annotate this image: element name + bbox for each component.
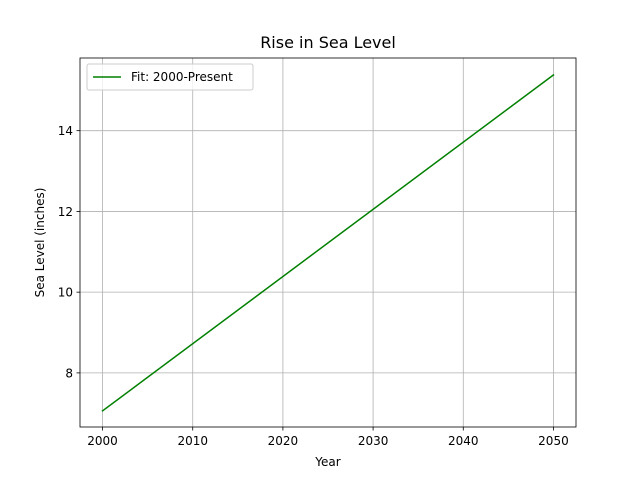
plot-frame bbox=[79, 57, 577, 428]
grid-lines bbox=[80, 58, 576, 427]
x-tick-label: 2050 bbox=[538, 434, 569, 448]
legend: Fit: 2000-Present bbox=[86, 63, 254, 91]
legend-label-fit: Fit: 2000-Present bbox=[131, 70, 233, 84]
x-tick-label: 2010 bbox=[177, 434, 208, 448]
y-tick-label: 8 bbox=[65, 366, 73, 380]
axis-ticks: 2000 2010 2020 2030 2040 2050 8 10 12 14 bbox=[58, 124, 569, 448]
series-layer bbox=[101, 73, 555, 412]
x-tick-label: 2040 bbox=[448, 434, 479, 448]
legend-box bbox=[86, 63, 254, 91]
x-axis-label: Year bbox=[314, 455, 340, 469]
y-tick-label: 14 bbox=[58, 124, 73, 138]
y-axis-label: Sea Level (inches) bbox=[33, 188, 47, 298]
x-tick-label: 2000 bbox=[87, 434, 118, 448]
chart-title: Rise in Sea Level bbox=[260, 33, 396, 52]
x-tick-label: 2020 bbox=[268, 434, 299, 448]
series-line-fit bbox=[101, 73, 555, 412]
y-tick-label: 12 bbox=[58, 205, 73, 219]
y-tick-label: 10 bbox=[58, 286, 73, 300]
x-tick-label: 2030 bbox=[358, 434, 389, 448]
